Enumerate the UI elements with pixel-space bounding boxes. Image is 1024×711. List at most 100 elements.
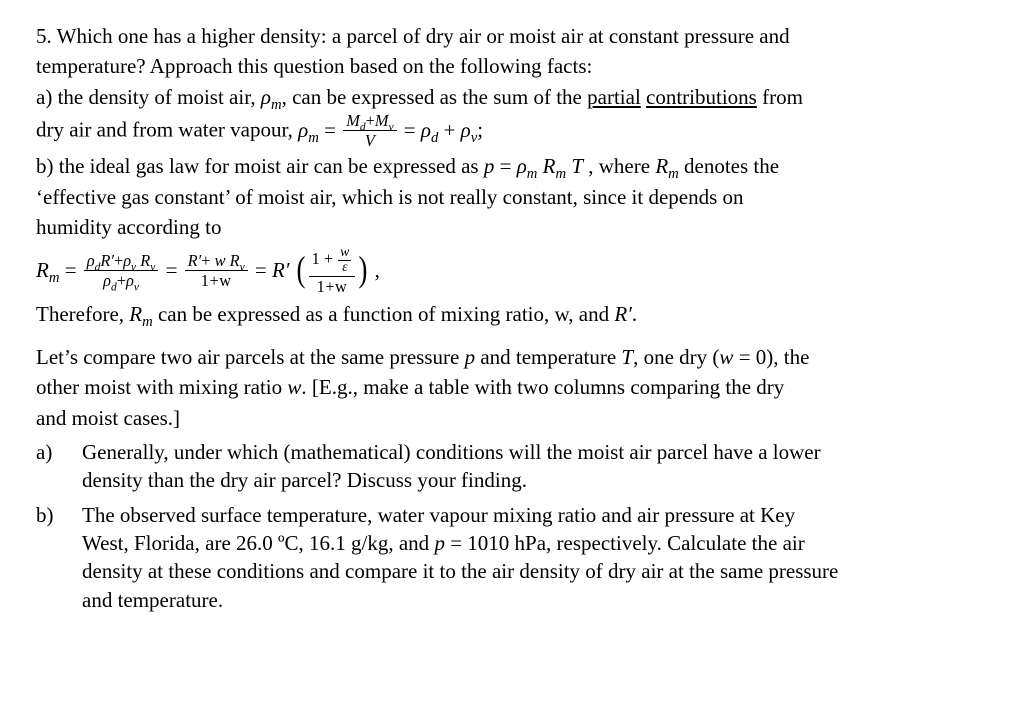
rho-v: ρ [461,118,471,142]
sub-m: m [668,167,679,183]
eq: = [250,258,272,282]
compare-line1: Let’s compare two air parcels at the sam… [36,343,992,371]
plus: + [366,111,375,130]
V: V [365,131,375,150]
subquestion-b: b) The observed surface temperature, wat… [36,501,992,614]
rho: ρ [123,251,131,270]
sub-v: v [388,121,393,133]
text: Therefore, [36,302,129,326]
rho-d: ρ [421,118,431,142]
sub-m: m [142,315,153,331]
rho: ρ [87,251,95,270]
qa-line2: density than the dry air parcel? Discuss… [82,466,992,494]
sub-m: m [527,167,538,183]
text: = 1010 hPa, respectively. Calculate the … [445,531,805,555]
qb-line2: West, Florida, are 26.0 ºC, 16.1 g/kg, a… [82,529,992,557]
eq: = [494,154,516,178]
qb-line4: and temperature. [82,586,992,614]
q5-intro-line1: 5. Which one has a higher density: a par… [36,22,992,50]
qb-line1: The observed surface temperature, water … [82,501,992,529]
rho: ρ [298,118,308,142]
sub-m: m [271,97,282,113]
period: . [632,302,637,326]
body-a: Generally, under which (mathematical) co… [82,438,992,495]
text: West, Florida, are 26.0 ºC, 16.1 g/kg, a… [82,531,434,555]
right-paren: ) [359,255,368,284]
rm-equation: Rm = ρdR′+ρv Rvρd+ρv = R′+ w Rv1+w = R′ … [36,247,992,296]
one-plus: 1 + [312,250,338,269]
rho: ρ [103,271,111,290]
T: T [621,345,633,369]
compare-line3: and moist cases.] [36,404,992,432]
left-paren: ( [296,255,305,284]
R: R [36,258,49,282]
text: b) the ideal gas law for moist air can b… [36,154,484,178]
sub-m: m [555,167,566,183]
plus: + [114,251,123,270]
R: R [129,302,142,326]
R: R [543,154,556,178]
sub-m: m [308,130,319,146]
eq: = [160,258,182,282]
p: p [465,345,476,369]
paren-fraction: (1 + wε1+w) [295,247,370,296]
plus: + [117,271,126,290]
text: , one dry ( [633,345,719,369]
text: a) the density of moist air, [36,85,261,109]
underline-partial: partial [587,85,641,109]
fact-b-line1: b) the ideal gas law for moist air can b… [36,152,992,180]
rho: ρ [517,154,527,178]
label-b: b) [36,501,82,614]
p: p [484,154,495,178]
den: 1+w [201,271,232,290]
sub-v: v [134,282,139,294]
wRv: w R [215,251,240,270]
rho: ρ [126,271,134,290]
Rprime: R′ [100,251,114,270]
plus: + [201,251,214,270]
w: w [287,375,301,399]
qa-line1: Generally, under which (mathematical) co… [82,438,992,466]
eq: = [399,118,421,142]
fact-a-line1: a) the density of moist air, ρm, can be … [36,83,992,111]
fact-b-line3: humidity according to [36,213,992,241]
document-page: 5. Which one has a higher density: a par… [0,0,1024,636]
M: M [375,111,389,130]
text: . [E.g., make a table with two columns c… [301,375,784,399]
Rprime: R′ [614,302,631,326]
text: can be expressed as a function of mixing… [153,302,615,326]
R: R [655,154,668,178]
fraction: R′+ w Rv1+w [185,252,248,289]
p: p [434,531,445,555]
text: , can be expressed as the sum of the [282,85,588,109]
therefore-line: Therefore, Rm can be expressed as a func… [36,300,992,328]
fact-a-line2: dry air and from water vapour, ρm = Md+M… [36,113,992,150]
w: w [719,345,733,369]
text: dry air and from water vapour, [36,118,298,142]
qb-line3: density at these conditions and compare … [82,557,992,585]
T: T [566,154,583,178]
compare-line2: other moist with mixing ratio w. [E.g., … [36,373,992,401]
text: and temperature [475,345,621,369]
text: Let’s compare two air parcels at the sam… [36,345,465,369]
text: from [757,85,803,109]
text: , where [583,154,655,178]
Rprime: R′ [272,258,295,282]
underline-contributions: contributions [646,85,757,109]
comma: , [369,258,380,282]
plus: + [438,118,460,142]
eq: = [59,258,81,282]
text: other moist with mixing ratio [36,375,287,399]
body-b: The observed surface temperature, water … [82,501,992,614]
den: 1+w [317,277,348,296]
fact-b-line2: ‘effective gas constant’ of moist air, w… [36,183,992,211]
fraction: Md+MvV [343,112,396,149]
equation-2: p = ρm Rm T [484,154,583,178]
q5-intro-line2: temperature? Approach this question base… [36,52,992,80]
sub-m: m [49,270,60,286]
Rv: R [136,251,150,270]
rho: ρ [261,85,271,109]
fraction: 1 + wε1+w [309,246,356,295]
text: denotes the [679,154,779,178]
fraction: ρdR′+ρv Rvρd+ρv [84,252,159,289]
